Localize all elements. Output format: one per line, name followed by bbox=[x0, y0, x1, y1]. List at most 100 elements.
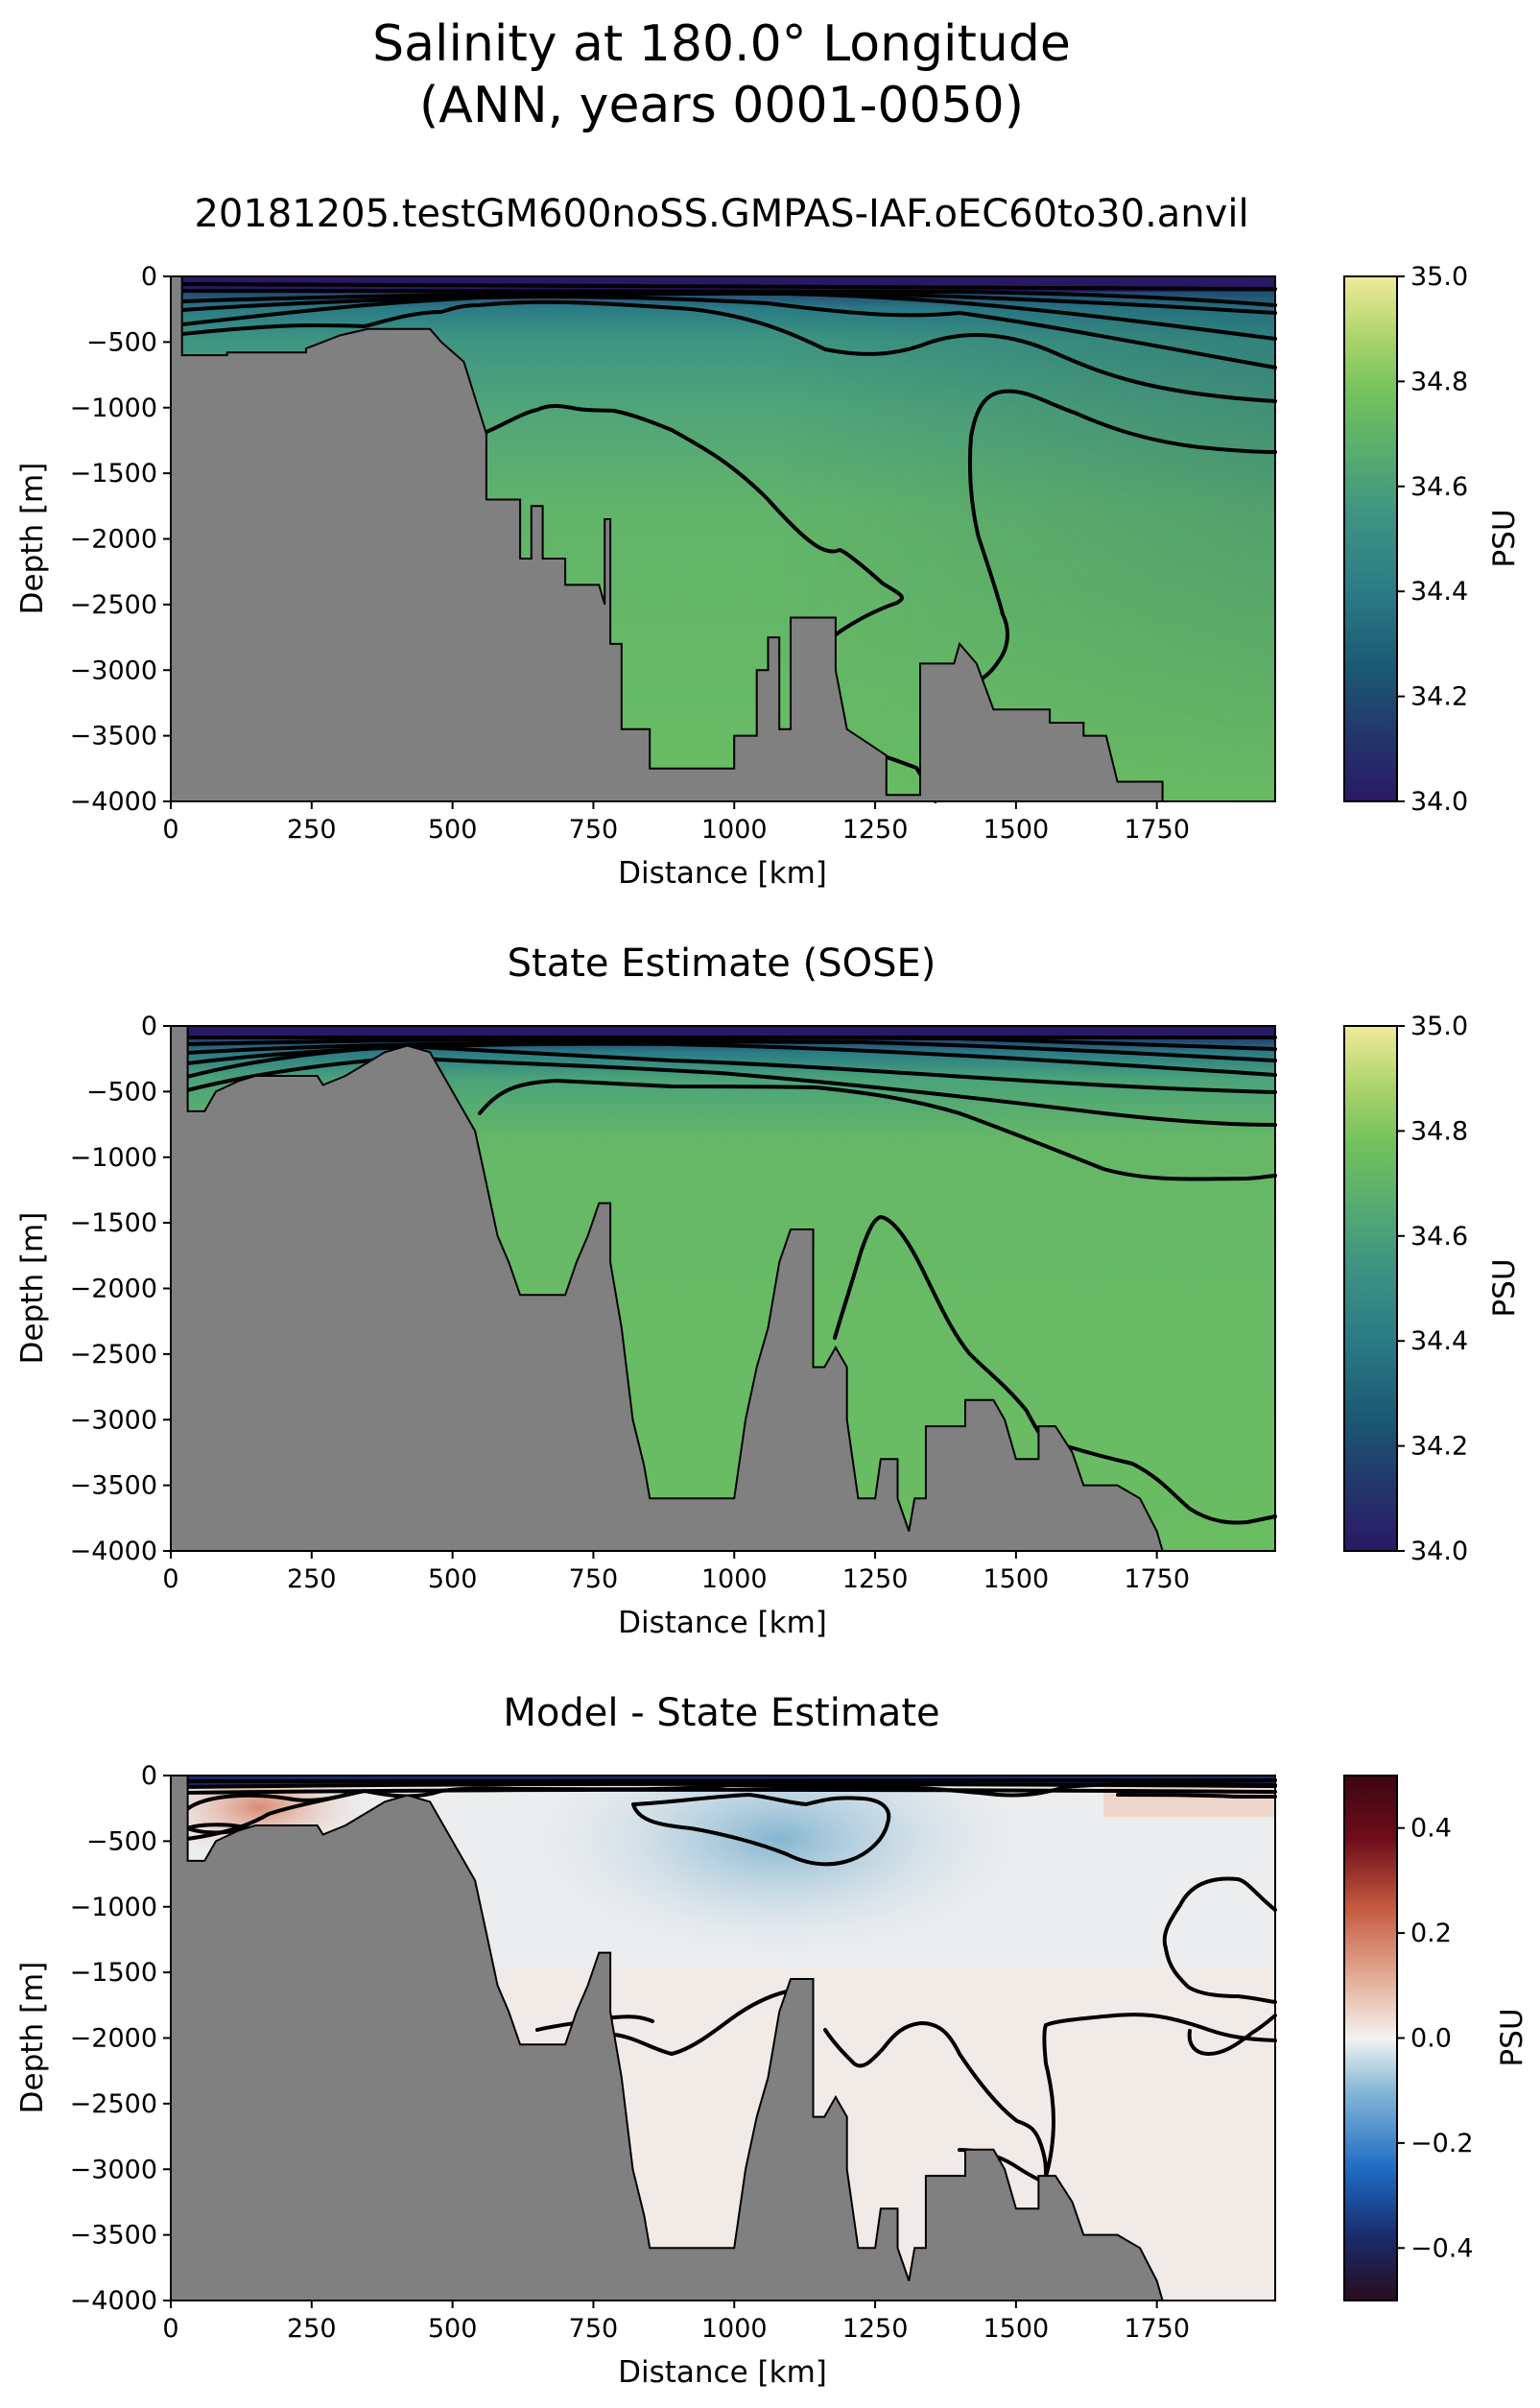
colorbar-tick-label: 34.8 bbox=[1410, 367, 1468, 396]
colorbar-tick-label: −0.4 bbox=[1410, 2233, 1474, 2263]
x-tick-label: 750 bbox=[569, 1564, 619, 1594]
panel-diff-bathymetry bbox=[170, 1775, 1164, 2301]
contour-line bbox=[180, 289, 1277, 307]
panel-sose-plot bbox=[170, 1025, 1277, 1552]
y-tick-label: −500 bbox=[86, 1826, 157, 1856]
y-tick-label: −2000 bbox=[70, 1275, 157, 1304]
contour-line bbox=[823, 2021, 1048, 2176]
panel-sose-bathymetry bbox=[170, 1025, 1164, 1552]
contour-line bbox=[964, 389, 1277, 689]
contour-line bbox=[478, 1079, 1277, 1181]
panel-model-ylabel: Depth [m] bbox=[15, 463, 50, 615]
x-tick-label: 1750 bbox=[1124, 815, 1190, 845]
colorbar-tick-label: 34.0 bbox=[1410, 1537, 1468, 1566]
x-tick-label: 1250 bbox=[842, 1564, 909, 1594]
contour-line bbox=[185, 1039, 1277, 1062]
y-tick-label: 0 bbox=[141, 1012, 157, 1041]
colorbar-tick-label: 34.6 bbox=[1410, 472, 1468, 502]
y-tick-label: −3000 bbox=[70, 1405, 157, 1435]
colorbar-tick-label: 34.0 bbox=[1410, 787, 1468, 817]
y-tick-label: −3500 bbox=[70, 722, 157, 751]
x-tick-label: 1750 bbox=[1124, 1564, 1190, 1594]
panel-model-colorbar-bar bbox=[1343, 275, 1398, 802]
y-tick-label: −1000 bbox=[70, 1893, 157, 1922]
figure-title-line1: Salinity at 180.0° Longitude bbox=[372, 15, 1071, 73]
figure-title-line2: (ANN, years 0001-0050) bbox=[419, 77, 1024, 134]
panel-sose-ylabel: Depth [m] bbox=[15, 1212, 50, 1365]
contour-line bbox=[185, 1793, 347, 1841]
panel-diff-ticks: 0 250 500 750 1000 1250 1500 1750 0 −500 −1000 −150… bbox=[70, 1761, 1190, 2344]
x-tick-label: 500 bbox=[428, 1564, 478, 1594]
panel-diff-colorbar-label: PSU bbox=[1495, 2008, 1529, 2066]
x-tick-label: 1000 bbox=[701, 2314, 768, 2344]
y-tick-label: −2500 bbox=[70, 1340, 157, 1370]
panel-model-title: 20181205.testGM600noSS.GMPAS-IAF.oEC60to… bbox=[194, 192, 1248, 236]
y-tick-label: −1500 bbox=[70, 1208, 157, 1238]
x-tick-label: 1250 bbox=[842, 2314, 909, 2344]
panel-diff-title: Model - State Estimate bbox=[503, 1691, 939, 1735]
contour-line bbox=[1116, 1793, 1277, 1799]
colorbar-tick-label: 34.4 bbox=[1410, 1326, 1468, 1356]
panel-model-colorbar-label: PSU bbox=[1487, 509, 1522, 567]
panel-model: 20181205.testGM600noSS.GMPAS-IAF.oEC60to… bbox=[15, 192, 1522, 891]
contour-line bbox=[535, 2015, 654, 2032]
x-tick-label: 250 bbox=[287, 1564, 337, 1594]
panel-sose-title: State Estimate (SOSE) bbox=[508, 942, 936, 986]
x-tick-label: 1500 bbox=[983, 1564, 1050, 1594]
panel-model-contours bbox=[180, 282, 1277, 803]
contour-line bbox=[180, 291, 1277, 341]
contour-line bbox=[180, 295, 1277, 370]
x-tick-label: 1750 bbox=[1124, 2314, 1190, 2344]
panel-diff-ylabel: Depth [m] bbox=[15, 1962, 50, 2114]
panel-diff-colorbar-bar bbox=[1343, 1775, 1398, 2301]
contour-line bbox=[833, 1215, 1051, 1451]
y-tick-label: −1500 bbox=[70, 1958, 157, 1988]
y-tick-label: −1000 bbox=[70, 393, 157, 423]
panel-sose-colorbar: 34.0 34.2 34.4 34.6 34.8 35.0 PSU bbox=[1343, 1012, 1522, 1566]
contour-line bbox=[612, 1990, 789, 2056]
x-tick-label: 250 bbox=[287, 2314, 337, 2344]
panel-sose: State Estimate (SOSE) 0 250 500 750 1000 1250… bbox=[15, 942, 1522, 1640]
panel-model-ticks: 0 250 500 750 1000 1250 1500 1750 0 −500 −1000 −150… bbox=[70, 262, 1190, 845]
y-tick-label: −500 bbox=[86, 327, 157, 357]
panel-sose-colorbar-bar bbox=[1343, 1025, 1398, 1552]
y-tick-label: −3500 bbox=[70, 2221, 157, 2251]
y-tick-label: −2500 bbox=[70, 590, 157, 620]
colorbar-tick-label: 34.2 bbox=[1410, 682, 1468, 712]
contour-line bbox=[180, 1776, 1277, 1783]
panel-model-bathymetry bbox=[170, 275, 1164, 802]
colorbar-tick-label: 34.2 bbox=[1410, 1432, 1468, 1462]
contour-line bbox=[631, 1793, 891, 1867]
y-tick-label: −4000 bbox=[70, 787, 157, 817]
panel-sose-colorbar-label: PSU bbox=[1487, 1258, 1522, 1317]
contour-line bbox=[1187, 2014, 1277, 2056]
colorbar-tick-label: 35.0 bbox=[1410, 1012, 1468, 1041]
contour-line bbox=[1042, 2013, 1277, 2179]
x-tick-label: 0 bbox=[162, 815, 178, 845]
contour-line bbox=[1044, 1438, 1277, 1525]
x-tick-label: 1500 bbox=[983, 815, 1050, 845]
panel-diff-plot bbox=[170, 1775, 1277, 2301]
x-tick-label: 750 bbox=[569, 815, 619, 845]
y-tick-label: −4000 bbox=[70, 1537, 157, 1566]
y-tick-label: −2000 bbox=[70, 525, 157, 555]
x-tick-label: 500 bbox=[428, 815, 478, 845]
y-tick-label: −1500 bbox=[70, 459, 157, 489]
panel-diff-contours bbox=[180, 1776, 1277, 2269]
y-tick-label: −2500 bbox=[70, 2089, 157, 2119]
contour-line bbox=[1162, 1876, 1277, 2004]
y-tick-label: −1000 bbox=[70, 1143, 157, 1173]
y-tick-label: −3000 bbox=[70, 656, 157, 685]
x-tick-label: 1000 bbox=[701, 815, 768, 845]
panel-model-xlabel: Distance [km] bbox=[618, 856, 827, 891]
x-tick-label: 1250 bbox=[842, 815, 909, 845]
y-tick-label: −4000 bbox=[70, 2286, 157, 2316]
panel-diff-colorbar-ticks: 0.4 0.2 0.0 −0.2 −0.4 bbox=[1397, 1814, 1474, 2263]
contour-line bbox=[185, 1044, 1277, 1094]
panel-model-plot bbox=[170, 275, 1277, 803]
contour-line bbox=[185, 1056, 1277, 1127]
y-tick-label: 0 bbox=[141, 1761, 157, 1791]
y-tick-label: 0 bbox=[141, 262, 157, 292]
x-tick-label: 1500 bbox=[983, 2314, 1050, 2344]
